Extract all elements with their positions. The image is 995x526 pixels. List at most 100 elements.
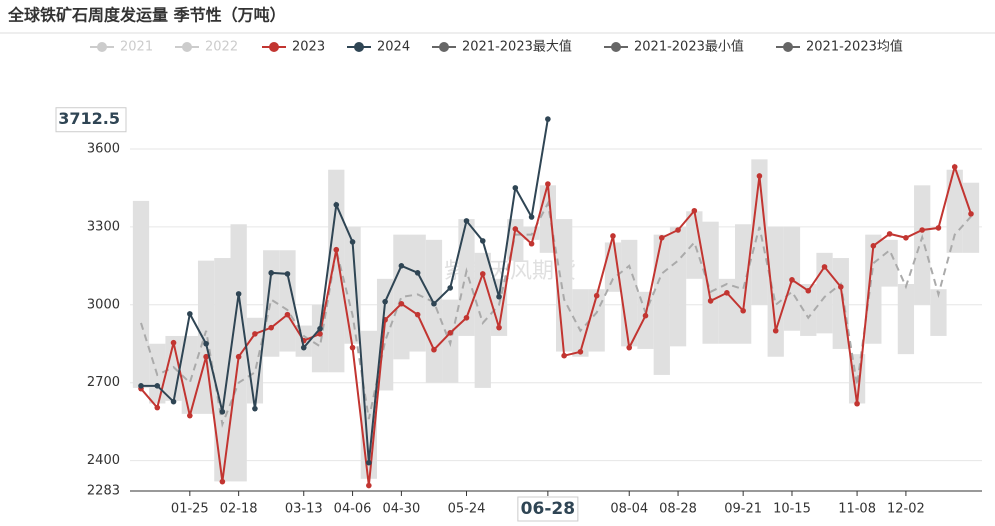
- range-band: [490, 278, 508, 336]
- data-point: [561, 352, 567, 359]
- range-band: [409, 234, 426, 352]
- range-band: [865, 234, 882, 344]
- x-tick-label: 04-06: [334, 502, 372, 517]
- x-tick-label: 05-24: [448, 502, 486, 517]
- data-point: [317, 331, 323, 337]
- data-point: [170, 339, 177, 346]
- data-point: [447, 330, 454, 336]
- range-band: [914, 185, 931, 305]
- x-tick-label: 01-25: [171, 502, 209, 517]
- data-point: [496, 324, 502, 331]
- data-point: [756, 173, 763, 179]
- data-point: [512, 185, 519, 191]
- data-point: [431, 346, 437, 353]
- legend-item[interactable]: 2024: [347, 40, 410, 55]
- legend-marker: [783, 42, 793, 52]
- legend-item[interactable]: 2021: [90, 40, 153, 55]
- data-point: [317, 325, 323, 332]
- data-point: [398, 263, 405, 269]
- legend-marker: [354, 42, 364, 52]
- range-band: [344, 226, 361, 344]
- data-point: [724, 290, 730, 296]
- crosshair-y-label: 3712.5: [58, 109, 120, 128]
- legend-marker: [182, 42, 192, 52]
- legend-item[interactable]: 2023: [262, 40, 325, 55]
- legend-item[interactable]: 2021-2023最小值: [604, 39, 744, 55]
- legend-label: 2021-2023最小值: [634, 39, 744, 55]
- x-tick-label: 03-13: [285, 502, 323, 517]
- data-point: [349, 344, 356, 351]
- data-point: [219, 408, 226, 415]
- range-band: [393, 234, 410, 360]
- data-point: [626, 344, 633, 351]
- legend-label: 2021-2023最大值: [462, 39, 572, 55]
- data-point: [187, 311, 193, 317]
- data-point: [545, 181, 551, 187]
- x-tick-label: 08-04: [610, 502, 648, 517]
- data-point: [968, 211, 974, 217]
- data-point: [366, 482, 372, 489]
- data-point: [187, 412, 193, 419]
- data-point: [366, 459, 372, 466]
- data-point: [447, 285, 454, 291]
- x-tick-label: 06-28: [521, 499, 575, 519]
- data-point: [691, 207, 698, 214]
- y-tick-label: 3000: [87, 297, 120, 312]
- data-point: [675, 227, 681, 233]
- data-point: [479, 271, 486, 277]
- legend-item[interactable]: 2021-2023均值: [776, 39, 903, 55]
- y-tick-label: 2700: [87, 375, 120, 390]
- range-band: [930, 289, 947, 336]
- data-point: [886, 231, 893, 237]
- data-point: [610, 233, 616, 239]
- range-band: [946, 169, 963, 253]
- range-band: [653, 234, 670, 375]
- data-point: [870, 243, 877, 249]
- data-point: [284, 311, 291, 318]
- mean-line: [140, 200, 972, 428]
- data-point: [333, 246, 340, 253]
- data-point: [138, 383, 144, 389]
- data-point: [789, 277, 795, 283]
- legend-item[interactable]: 2022: [175, 40, 238, 55]
- series-line: [140, 163, 972, 486]
- x-tick-label: 12-02: [887, 502, 925, 517]
- data-point: [170, 398, 177, 405]
- data-point: [268, 324, 274, 331]
- y-tick-label: 2283: [87, 484, 120, 499]
- legend-item[interactable]: 2021-2023最大值: [432, 39, 572, 55]
- data-point: [642, 312, 649, 319]
- range-band: [230, 224, 247, 482]
- data-point: [479, 238, 486, 244]
- range-band: [767, 226, 784, 357]
- data-point: [398, 300, 405, 307]
- data-point: [935, 225, 942, 231]
- data-point: [203, 340, 209, 347]
- range-band: [214, 258, 231, 482]
- data-point: [463, 314, 470, 321]
- legend-marker: [611, 42, 621, 52]
- data-point: [252, 331, 258, 337]
- data-point: [300, 344, 307, 351]
- x-tick-label: 04-30: [383, 502, 421, 517]
- data-point: [903, 234, 909, 241]
- data-point: [203, 353, 209, 360]
- range-band: [197, 260, 215, 414]
- data-point: [235, 291, 242, 297]
- data-point: [838, 284, 844, 290]
- range-band: [832, 258, 849, 349]
- range-band: [702, 221, 719, 344]
- data-point: [772, 327, 779, 334]
- data-point: [919, 227, 925, 233]
- legend-label: 2021-2023均值: [806, 39, 903, 55]
- range-band: [425, 239, 443, 383]
- range-band: [637, 291, 654, 349]
- range-band: [279, 250, 296, 352]
- data-point: [854, 400, 860, 407]
- chart-title: 全球铁矿石周度发运量 季节性（万吨）: [7, 6, 286, 25]
- range-band: [621, 239, 638, 347]
- y-tick-label: 3300: [87, 219, 120, 234]
- data-point: [512, 226, 519, 232]
- crosshair-y-box: [55, 107, 127, 133]
